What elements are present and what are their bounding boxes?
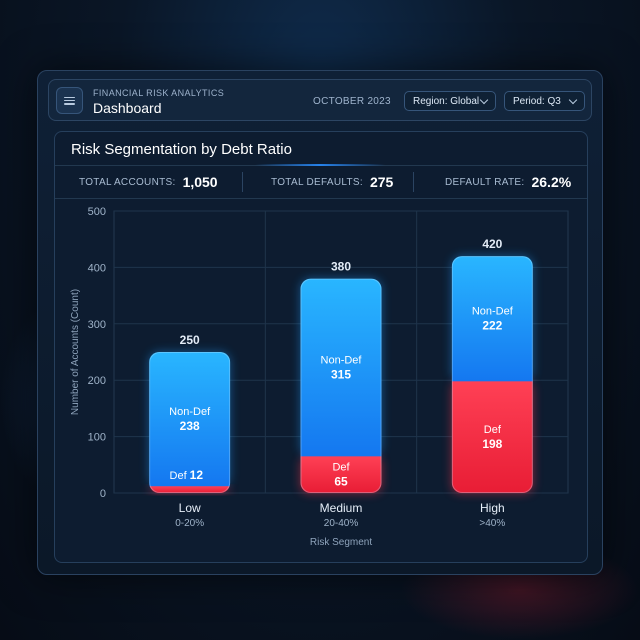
- region-dropdown-label: Region: Global: [413, 95, 480, 107]
- stats-bar: TOTAL ACCOUNTS: 1,050 TOTAL DEFAULTS: 27…: [55, 166, 587, 199]
- default-series-label: Def: [332, 462, 350, 474]
- x-tick-label: High: [480, 501, 505, 515]
- bar-outline: [451, 256, 533, 493]
- y-tick-label: 400: [88, 262, 106, 274]
- bar-segment-default: [451, 381, 533, 493]
- y-tick-label: 300: [88, 319, 106, 331]
- x-tick-label: Medium: [320, 501, 363, 515]
- stat-value: 275: [369, 174, 394, 190]
- y-tick-label: 0: [100, 488, 106, 500]
- stat-label: DEFAULT RATE:: [445, 176, 525, 188]
- bar-total-label: 380: [331, 260, 351, 274]
- bar-outline: [300, 278, 382, 493]
- x-tick-range-label: >40%: [479, 518, 505, 529]
- dashboard-header: FINANCIAL RISK ANALYTICS Dashboard OCTOB…: [48, 79, 592, 121]
- default-value-label: 65: [334, 475, 348, 489]
- stat-separator: [413, 172, 414, 192]
- bar-total-label: 420: [482, 237, 502, 251]
- period-dropdown-label: Period: Q3: [513, 95, 561, 107]
- default-series-label: Def: [484, 424, 502, 436]
- bar-total-label: 250: [180, 333, 200, 347]
- app-subtitle: FINANCIAL RISK ANALYTICS: [93, 88, 225, 98]
- x-axis-label: Risk Segment: [310, 537, 372, 548]
- stat-label: TOTAL ACCOUNTS:: [79, 176, 176, 188]
- report-date: OCTOBER 2023: [313, 96, 391, 107]
- non-default-series-label: Non-Def: [321, 355, 363, 367]
- panel-divider: [55, 164, 587, 166]
- non-default-value-label: 315: [331, 368, 351, 382]
- non-default-series-label: Non-Def: [472, 306, 514, 318]
- default-value-label: 198: [482, 437, 502, 451]
- page-title: Dashboard: [93, 100, 162, 116]
- non-default-value-label: 222: [482, 319, 502, 333]
- bar-segment-default: [300, 456, 382, 493]
- period-dropdown[interactable]: Period: Q3: [504, 91, 585, 111]
- y-axis-label: Number of Accounts (Count): [70, 289, 81, 415]
- bar-segment-non-default: [149, 352, 231, 488]
- y-tick-label: 100: [88, 432, 106, 444]
- bar-segment-non-default: [451, 256, 533, 383]
- non-default-value-label: 238: [180, 419, 200, 433]
- stat-value: 26.2%: [531, 174, 572, 190]
- x-tick-range-label: 0-20%: [175, 518, 204, 529]
- stat-default-rate: DEFAULT RATE: 26.2%: [445, 166, 571, 198]
- non-default-series-label: Non-Def: [169, 406, 211, 418]
- bar-segment-default: [149, 486, 231, 493]
- region-dropdown[interactable]: Region: Global: [404, 91, 496, 111]
- y-tick-label: 500: [88, 206, 106, 218]
- stat-total-accounts: TOTAL ACCOUNTS: 1,050: [79, 166, 218, 198]
- y-tick-label: 200: [88, 375, 106, 387]
- default-series-label: Def: [170, 470, 188, 482]
- chart-title: Risk Segmentation by Debt Ratio: [71, 141, 292, 158]
- x-tick-range-label: 20-40%: [324, 518, 359, 529]
- stat-value: 1,050: [182, 174, 218, 190]
- menu-button[interactable]: [56, 87, 83, 114]
- menu-icon: [64, 96, 75, 105]
- bar-segment-non-default: [300, 278, 382, 458]
- stat-separator: [242, 172, 243, 192]
- stat-label: TOTAL DEFAULTS:: [271, 176, 363, 188]
- default-value-label: 12: [190, 468, 204, 482]
- bar-outline: [149, 352, 231, 493]
- x-tick-label: Low: [179, 501, 201, 515]
- stat-total-defaults: TOTAL DEFAULTS: 275: [271, 166, 393, 198]
